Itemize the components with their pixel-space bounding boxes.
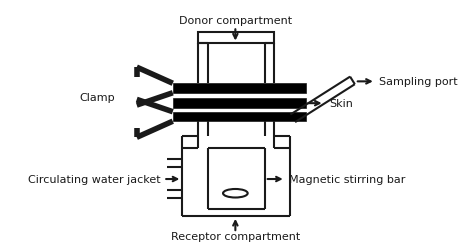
Text: Circulating water jacket: Circulating water jacket	[28, 174, 161, 184]
Text: Skin: Skin	[329, 99, 353, 109]
Text: Clamp: Clamp	[79, 93, 115, 103]
Bar	[173, 84, 306, 93]
Ellipse shape	[223, 189, 248, 198]
Bar	[173, 99, 306, 108]
Text: Donor compartment: Donor compartment	[179, 16, 292, 26]
Text: Magnetic stirring bar: Magnetic stirring bar	[290, 174, 406, 184]
Bar	[173, 112, 306, 122]
Bar	[199, 33, 274, 44]
Text: Sampling port: Sampling port	[380, 77, 458, 87]
Text: Receptor compartment: Receptor compartment	[171, 231, 300, 241]
